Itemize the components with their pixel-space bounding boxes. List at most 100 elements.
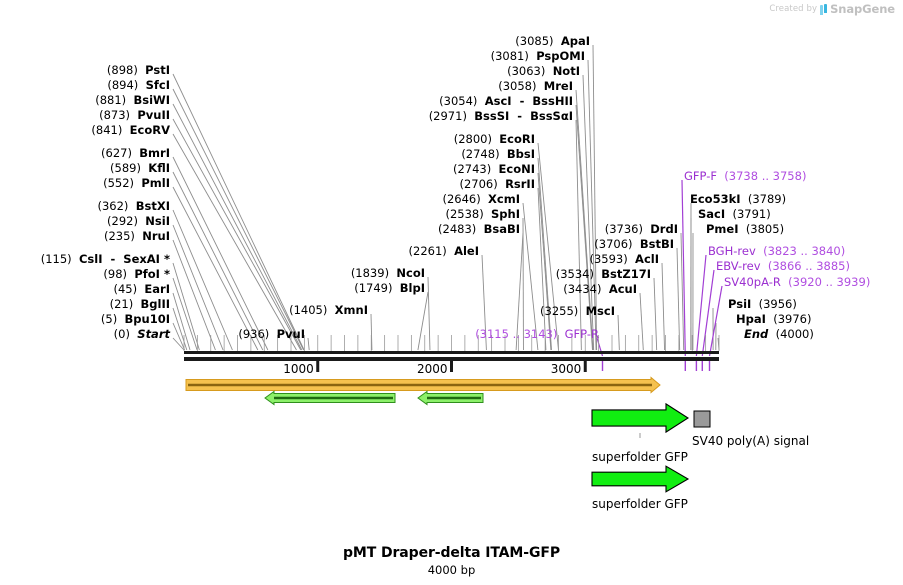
leader-line	[417, 291, 429, 351]
ruler-major-tick	[316, 361, 320, 372]
enzyme-name: BstZ17I	[601, 267, 651, 281]
enzyme-name: Eco53kI	[690, 192, 741, 206]
enzyme-name: BsaBI	[483, 222, 520, 236]
enzyme-label-saci: SacI (3791)	[698, 208, 771, 220]
primer-range: (3115 .. 3143)	[475, 327, 558, 341]
primer-name: BGH-rev	[708, 244, 756, 258]
enzyme-label-pmli: (552) PmlI	[103, 177, 170, 189]
enzyme-position: (3736)	[604, 222, 643, 236]
leader-line	[481, 254, 487, 351]
enzyme-position: (3063)	[507, 64, 546, 78]
enzyme-name: Start	[137, 327, 170, 341]
enzyme-name: XmnI	[334, 303, 368, 317]
enzyme-position: (3805)	[745, 222, 785, 236]
enzyme-position: (894)	[107, 78, 139, 92]
enzyme-name: PmlI	[141, 176, 170, 190]
enzyme-position: (2538)	[445, 207, 484, 221]
enzyme-position: (3081)	[490, 49, 529, 63]
leader-line	[592, 44, 598, 351]
legend-item-label: SV40 poly(A) signal	[692, 434, 810, 448]
enzyme-position: (1839)	[350, 266, 390, 280]
ruler-tick-label: 3000	[550, 362, 582, 376]
enzyme-name: DrdI	[650, 222, 678, 236]
leader-lines	[172, 44, 723, 371]
leader-line	[172, 209, 233, 351]
primer-label-ebvrev: EBV-rev (3866 .. 3885)	[716, 260, 850, 272]
enzyme-label-nrui: (235) NruI	[104, 230, 170, 242]
plasmid-length: 4000 bp	[427, 563, 476, 577]
enzyme-name: RsrII	[505, 177, 535, 191]
primer-label-bghrev: BGH-rev (3823 .. 3840)	[708, 245, 845, 257]
leader-line	[653, 277, 658, 351]
backbone-upper-strand	[184, 351, 719, 354]
enzyme-label-pspomi: (3081) PspOMI	[491, 50, 585, 62]
leader-line	[639, 292, 644, 351]
leader-line	[172, 73, 305, 351]
feature-arrows	[185, 376, 661, 406]
enzyme-position: (1749)	[354, 281, 393, 295]
enzyme-name: SacI	[698, 207, 726, 221]
enzyme-name: NcoI	[396, 266, 425, 280]
enzyme-position: (552)	[103, 176, 135, 190]
legend-item-label: superfolder GFP	[592, 450, 688, 464]
enzyme-position: (3058)	[498, 79, 537, 93]
enzyme-name-alt: SexAI	[123, 252, 160, 266]
leader-line	[587, 59, 597, 351]
enzyme-name: PvuI	[276, 327, 305, 341]
enzyme-position: (898)	[106, 63, 138, 77]
enzyme-name: AleI	[454, 244, 479, 258]
enzyme-name: BglII	[140, 297, 171, 311]
enzyme-name: CslI	[78, 252, 103, 266]
enzyme-label-bmri: (627) BmrI	[101, 147, 170, 159]
primer-range: (3866 .. 3885)	[767, 259, 850, 273]
enzyme-label-econi: (2743) EcoNI	[453, 163, 535, 175]
leader-line	[172, 186, 259, 351]
enzyme-position: (2646)	[442, 192, 481, 206]
enzyme-label-end: End (4000)	[744, 328, 814, 340]
enzyme-label-csli: (115) CslI - SexAI *	[41, 253, 170, 265]
legend-arrow-superfolder-gfp	[591, 402, 690, 434]
leader-line	[661, 262, 666, 351]
leader-line	[172, 88, 304, 351]
enzyme-name-separator: -	[102, 252, 124, 266]
enzyme-label-bpu10i: (5) Bpu10I	[101, 313, 170, 325]
enzyme-name: EarI	[144, 282, 170, 296]
enzyme-name: BlpI	[399, 281, 425, 295]
plasmid-title: pMT Draper-delta ITAM-GFP 4000 bp	[0, 545, 903, 577]
leader-line	[172, 277, 198, 351]
enzyme-name: SphI	[491, 207, 520, 221]
watermark-created-label: Created by	[769, 4, 818, 14]
enzyme-name: Bpu10I	[124, 312, 170, 326]
legend-shapes	[591, 402, 711, 493]
enzyme-name: PvuII	[137, 108, 170, 122]
enzyme-position: (2743)	[452, 162, 492, 176]
enzyme-name: EcoRV	[129, 123, 170, 137]
leader-line	[537, 142, 559, 351]
leader-line	[427, 276, 431, 351]
leader-line	[172, 103, 303, 351]
enzyme-name: MreI	[543, 79, 573, 93]
primer-leader-line	[681, 179, 686, 357]
ruler-tick-label: 2000	[416, 362, 448, 376]
enzyme-name: AscI	[484, 94, 512, 108]
backbone-lower-strand	[184, 357, 719, 361]
leader-line	[680, 232, 685, 351]
enzyme-label-psti: (898) PstI	[107, 64, 170, 76]
leader-line	[676, 247, 681, 351]
primer-leader-line	[708, 285, 723, 357]
enzyme-label-ecori: (2800) EcoRI	[454, 133, 535, 145]
leader-line	[307, 337, 310, 351]
enzyme-label-alei: (2261) AleI	[409, 245, 479, 257]
enzyme-position: (3789)	[747, 192, 787, 206]
enzyme-label-start: (0) Start	[114, 328, 170, 340]
enzyme-position: (115)	[40, 252, 72, 266]
enzyme-name-separator: -	[509, 109, 531, 123]
enzyme-label-pmei: PmeI (3805)	[706, 223, 784, 235]
enzyme-name: BstBI	[639, 237, 674, 251]
legend-item-label: superfolder GFP	[592, 497, 688, 511]
enzyme-position: (2971)	[428, 109, 467, 123]
enzyme-name: AclI	[635, 252, 659, 266]
enzyme-position: (0)	[113, 327, 130, 341]
enzyme-position: (5)	[100, 312, 118, 326]
enzyme-position: (3791)	[732, 207, 771, 221]
